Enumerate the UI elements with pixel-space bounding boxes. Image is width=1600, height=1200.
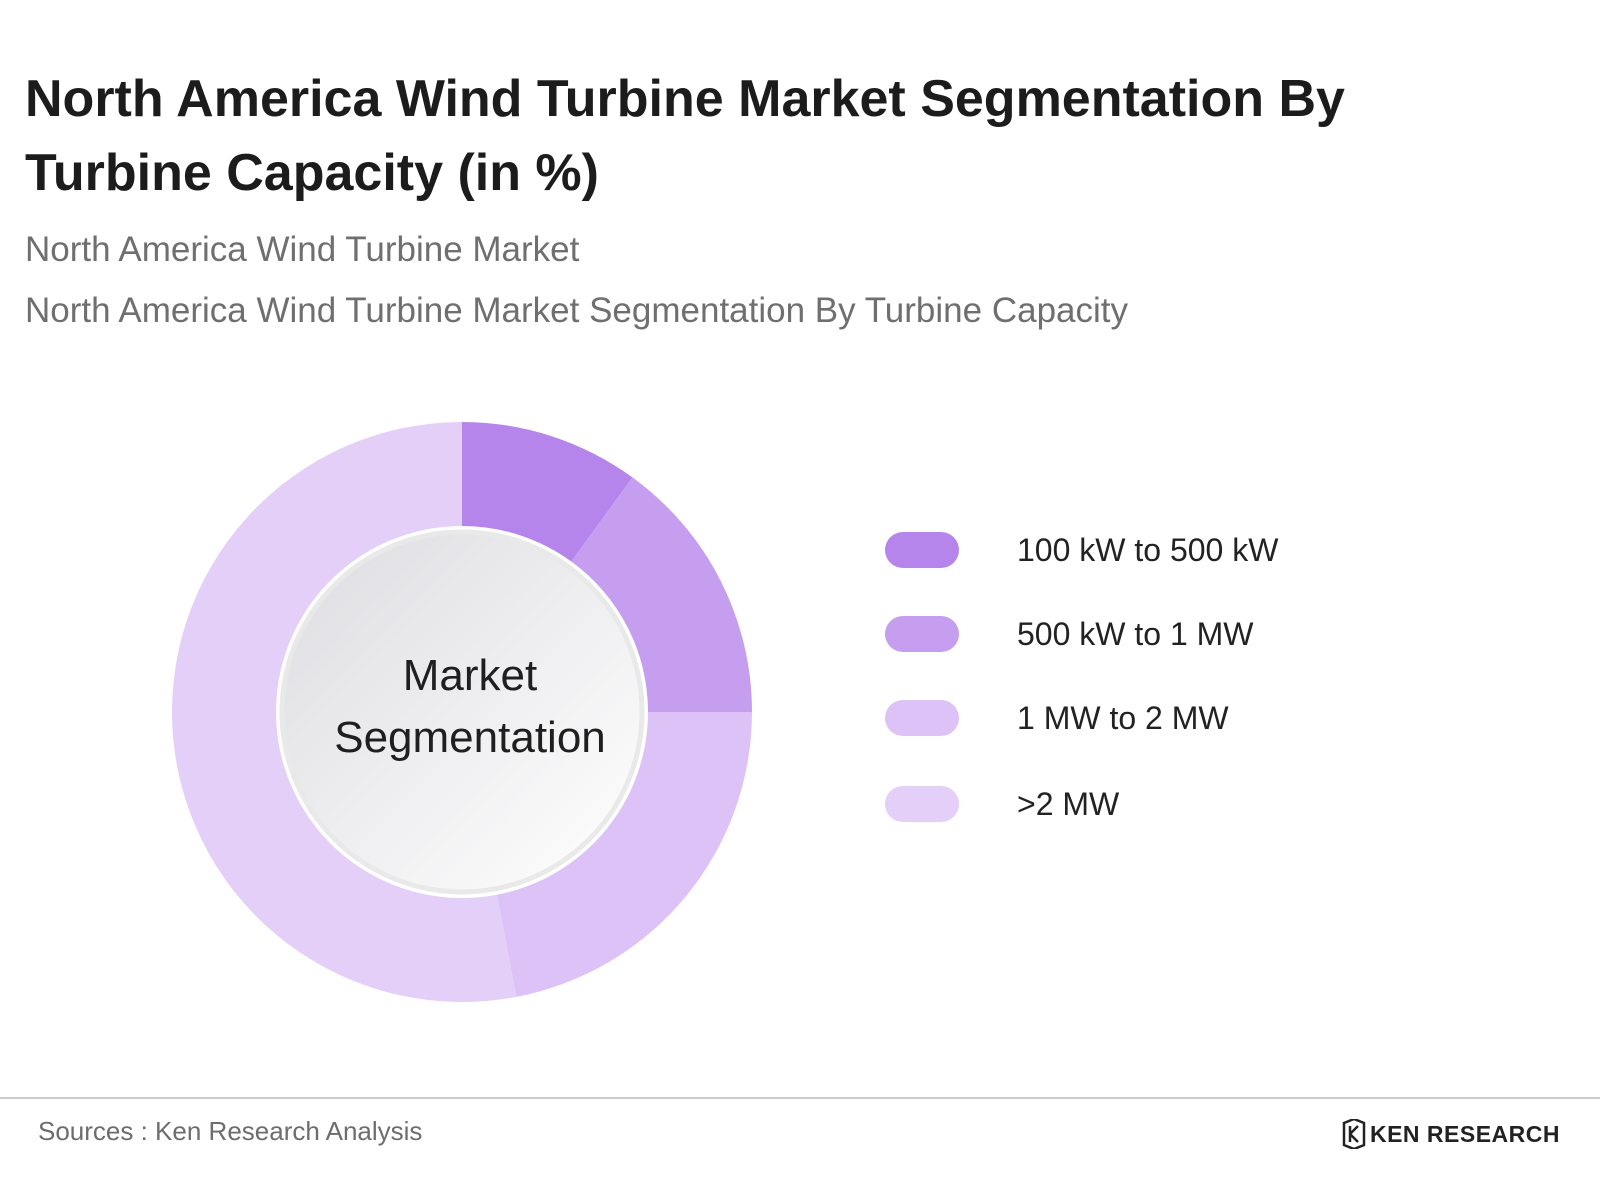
ken-research-logo: KEN RESEARCH	[1342, 1118, 1560, 1150]
footer-divider	[0, 1097, 1600, 1099]
legend-swatch	[885, 700, 959, 736]
donut-slice-3	[496, 712, 752, 997]
donut-slice-1	[462, 422, 633, 562]
legend-swatch	[885, 786, 959, 822]
legend-swatch	[885, 616, 959, 652]
center-label-line-1: Market	[402, 651, 538, 700]
center-label: Market Segmentation	[285, 645, 655, 769]
center-label-line-2: Segmentation	[334, 713, 606, 762]
legend-label: >2 MW	[1017, 786, 1120, 822]
legend-label: 100 kW to 500 kW	[1017, 532, 1279, 568]
logo-text: KEN RESEARCH	[1369, 1120, 1560, 1147]
donut-slice-2	[571, 477, 752, 712]
chart-subtitle-market: North America Wind Turbine Market	[25, 230, 580, 269]
chart-subtitle-segmentation: North America Wind Turbine Market Segmen…	[25, 291, 1128, 330]
legend-label: 1 MW to 2 MW	[1017, 700, 1229, 736]
source-note: Sources : Ken Research Analysis	[38, 1116, 423, 1146]
donut-center	[279, 529, 645, 895]
donut-slice-4	[171, 422, 517, 1002]
legend-label: 500 kW to 1 MW	[1017, 616, 1254, 652]
ken-research-logo-icon	[1342, 1119, 1366, 1149]
chart-title: North America Wind Turbine Market Segmen…	[25, 70, 1345, 202]
legend-swatch	[885, 532, 959, 568]
